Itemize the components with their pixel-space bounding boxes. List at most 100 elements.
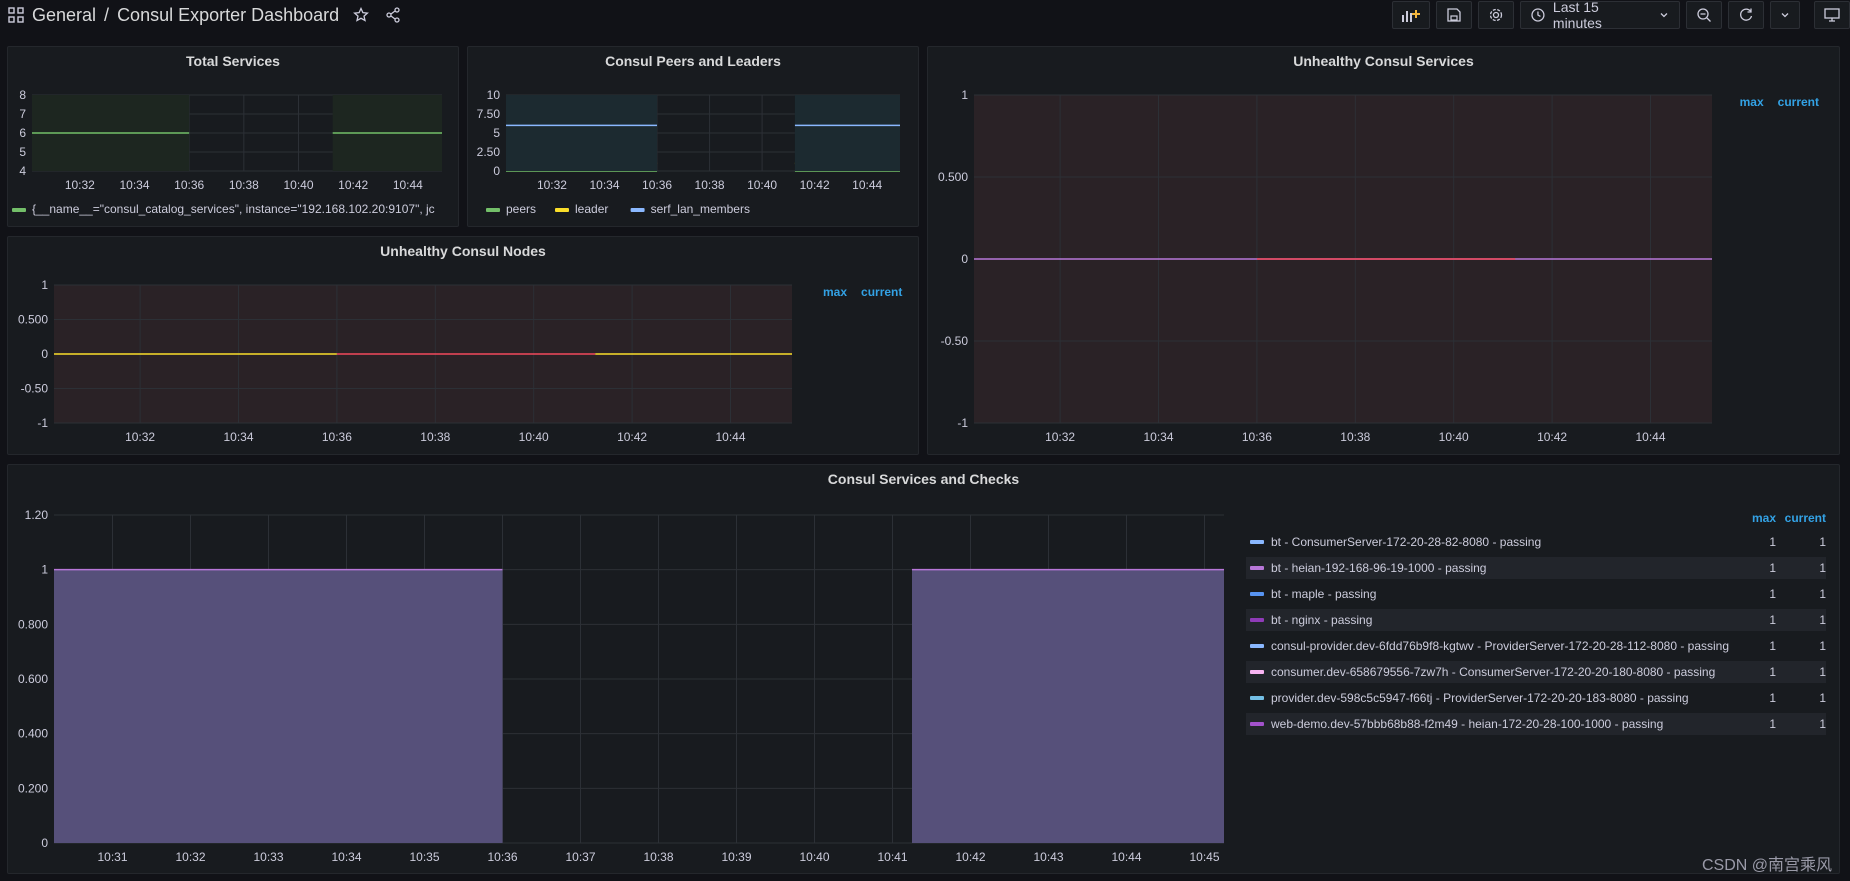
- x-tick-label: 10:35: [409, 850, 439, 864]
- total-services-chart: 8 7 6 5 4 10:32 10:34 10:36 10:38 10:40 10:42 10:44…: [12, 88, 442, 216]
- refresh-icon: [1740, 8, 1753, 21]
- legend-label[interactable]: provider.dev-598c5c5947-f66tj - Provider…: [1271, 691, 1689, 705]
- save-dashboard-button[interactable]: [1436, 1, 1472, 29]
- breadcrumb: General / Consul Exporter Dashboard: [8, 0, 401, 30]
- x-tick-label: 10:38: [420, 430, 450, 444]
- x-tick-label: 10:38: [695, 178, 725, 192]
- dashboard-settings-button[interactable]: [1478, 1, 1514, 29]
- dashboard-title[interactable]: Consul Exporter Dashboard: [117, 4, 340, 25]
- legend-max-header[interactable]: max: [1739, 95, 1764, 109]
- legend-current-header[interactable]: current: [1784, 511, 1826, 525]
- legend-label[interactable]: consul-provider.dev-6fdd76b9f8-kgtwv - P…: [1271, 639, 1730, 653]
- x-tick-label: 10:34: [589, 178, 619, 192]
- x-tick-label: 10:40: [799, 850, 829, 864]
- x-tick-label: 10:31: [97, 850, 127, 864]
- x-tick-label: 10:40: [519, 430, 549, 444]
- legend-max-value: 1: [1769, 613, 1776, 627]
- y-tick-label: 1: [41, 563, 48, 577]
- legend-max-header[interactable]: max: [823, 285, 848, 299]
- legend-current-header[interactable]: current: [861, 285, 903, 299]
- refresh-interval-button[interactable]: [1770, 1, 1800, 29]
- time-range-label: Last 15 minutes: [1552, 0, 1602, 31]
- x-tick-label: 10:42: [617, 430, 647, 444]
- legend-row[interactable]: bt - maple - passing 1 1: [1246, 583, 1826, 605]
- x-tick-label: 10:32: [1045, 430, 1075, 444]
- refresh-button[interactable]: [1728, 1, 1764, 29]
- x-tick-label: 10:40: [283, 178, 313, 192]
- legend-label: {__name__="consul_catalog_services", ins…: [32, 202, 435, 216]
- legend-label[interactable]: consumer.dev-658679556-7zw7h - ConsumerS…: [1271, 665, 1716, 679]
- share-icon[interactable]: [385, 7, 401, 23]
- x-tick-label: 10:37: [565, 850, 595, 864]
- panel-total-services[interactable]: Total Services 8 7 6 5 4 10:32 10:34 10:36 10:38…: [7, 46, 459, 227]
- legend-label[interactable]: web-demo.dev-57bbb68b88-f2m49 - heian-17…: [1271, 717, 1664, 731]
- unhealthy-services-chart: 1 0.500 0 -0.50 -1 10:32 10:34 10:36 10:38 10:40 1…: [938, 88, 1712, 444]
- y-tick-label: 5: [19, 145, 26, 159]
- legend-header: max current: [823, 285, 902, 299]
- star-icon[interactable]: [353, 7, 370, 23]
- x-tick-label: 10:36: [174, 178, 204, 192]
- panel-title[interactable]: Consul Services and Checks: [827, 471, 1020, 487]
- panel-services-checks[interactable]: Consul Services and Checks 1.20 1 0.800 0.6…: [7, 464, 1840, 874]
- apps-grid-icon[interactable]: [8, 7, 24, 23]
- legend-header: max current: [1742, 511, 1826, 527]
- panel-title[interactable]: Total Services: [186, 53, 280, 69]
- area-fill: [54, 569, 503, 843]
- panel-unhealthy-services[interactable]: Unhealthy Consul Services 1 0.500 0 -0.50 -1…: [927, 46, 1840, 455]
- y-tick-label: 10: [487, 88, 501, 102]
- x-tick-label: 10:38: [1340, 430, 1370, 444]
- panel-title[interactable]: Unhealthy Consul Services: [1293, 53, 1474, 69]
- services-checks-legend: max current bt - ConsumerServer-172-20-2…: [1246, 511, 1826, 811]
- breadcrumb-separator: /: [104, 4, 110, 25]
- y-tick-label: 1: [41, 278, 48, 292]
- y-tick-label: 8: [19, 88, 26, 102]
- legend-current-value: 1: [1819, 613, 1826, 627]
- y-tick-label: 5: [493, 126, 500, 140]
- y-tick-label: 0: [493, 164, 500, 178]
- y-tick-label: -0.50: [941, 334, 969, 348]
- legend-label: peers: [506, 202, 536, 216]
- legend-row[interactable]: consul-provider.dev-6fdd76b9f8-kgtwv - P…: [1246, 635, 1826, 657]
- x-tick-label: 10:32: [537, 178, 567, 192]
- legend-header: max current: [1740, 95, 1819, 109]
- panel-title[interactable]: Consul Peers and Leaders: [605, 53, 781, 69]
- clock-icon: [1531, 8, 1545, 22]
- x-tick-label: 10:34: [1143, 430, 1173, 444]
- legend-current-header[interactable]: current: [1777, 95, 1819, 109]
- folder-link[interactable]: General: [32, 4, 97, 25]
- x-tick-label: 10:44: [1635, 430, 1665, 444]
- time-picker-button[interactable]: Last 15 minutes: [1520, 0, 1680, 31]
- top-navbar: General / Consul Exporter Dashboard Last…: [0, 0, 1850, 40]
- panel-title[interactable]: Unhealthy Consul Nodes: [380, 243, 546, 259]
- legend-max-value: 1: [1769, 717, 1776, 731]
- x-tick-label: 10:36: [322, 430, 352, 444]
- panel-peers-leaders[interactable]: Consul Peers and Leaders 10 7.50 5 2.50 0 10:…: [467, 46, 919, 227]
- x-tick-label: 10:43: [1033, 850, 1063, 864]
- y-tick-label: 0: [41, 836, 48, 850]
- legend-row[interactable]: provider.dev-598c5c5947-f66tj - Provider…: [1246, 687, 1826, 709]
- legend-current-value: 1: [1819, 665, 1826, 679]
- legend-label[interactable]: bt - heian-192-168-96-19-1000 - passing: [1271, 561, 1487, 575]
- legend-row[interactable]: bt - heian-192-168-96-19-1000 - passing 1…: [1246, 557, 1826, 579]
- legend-row[interactable]: web-demo.dev-57bbb68b88-f2m49 - heian-17…: [1246, 713, 1826, 735]
- legend-label: serf_lan_members: [651, 202, 750, 216]
- panel-unhealthy-nodes[interactable]: Unhealthy Consul Nodes 1 0.500 0 -0.50 -1 10:…: [7, 236, 919, 455]
- x-tick-label: 10:42: [1537, 430, 1567, 444]
- tv-mode-button[interactable]: [1814, 1, 1850, 29]
- y-tick-label: 0.400: [18, 727, 48, 741]
- legend-label[interactable]: bt - nginx - passing: [1271, 613, 1373, 627]
- y-tick-label: 1.20: [25, 508, 49, 522]
- unhealthy-nodes-chart: 1 0.500 0 -0.50 -1 10:32 10:34 10:36 10:38 10:40 1…: [18, 278, 792, 444]
- monitor-icon: [1824, 8, 1840, 22]
- add-panel-button[interactable]: [1392, 1, 1430, 29]
- legend-row[interactable]: consumer.dev-658679556-7zw7h - ConsumerS…: [1246, 661, 1826, 683]
- legend-swatch: [1250, 592, 1264, 596]
- legend-row[interactable]: bt - nginx - passing 1 1: [1246, 609, 1826, 631]
- legend-label[interactable]: bt - ConsumerServer-172-20-28-82-8080 - …: [1271, 535, 1542, 549]
- zoom-out-button[interactable]: [1686, 1, 1722, 29]
- y-tick-label: 0.800: [18, 617, 48, 631]
- legend-label[interactable]: bt - maple - passing: [1271, 587, 1377, 601]
- y-tick-label: -0.50: [21, 382, 49, 396]
- legend-max-header[interactable]: max: [1751, 511, 1776, 525]
- legend-row[interactable]: bt - ConsumerServer-172-20-28-82-8080 - …: [1246, 531, 1826, 553]
